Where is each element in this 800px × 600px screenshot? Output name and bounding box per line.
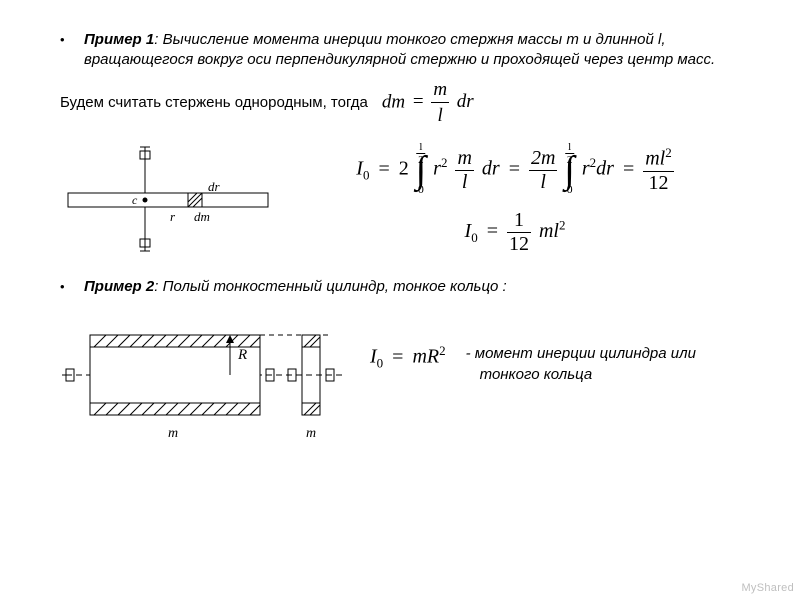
rod-c-label: c [132, 193, 138, 207]
eqm-2a: 2 [399, 158, 409, 180]
eqm-eq3: = [623, 158, 634, 180]
eq-final: I0 = 1 12 ml2 [465, 209, 566, 256]
example1-row: c dr r dm I0 = 2 l2 [60, 139, 750, 263]
eq2-sup: 2 [439, 343, 446, 358]
eqf-sup: 2 [559, 218, 566, 233]
dm-frac: m l [431, 77, 449, 129]
eqm-lo1: 0 [418, 182, 424, 197]
eqm-res-num: ml [645, 148, 665, 170]
eqm-0: 0 [363, 168, 370, 183]
dm-right: dr [457, 91, 474, 112]
example1-heading: Пример 1: Вычисление момента инерции тон… [84, 30, 750, 71]
eqm-eq1: = [378, 158, 389, 180]
bullet-dot-2: • [60, 277, 84, 297]
eq2: I0 = mR2 [370, 343, 446, 372]
dm-den: l [431, 102, 449, 129]
cylinder-diagram: R m m [60, 315, 350, 449]
dm-left: dm [382, 91, 405, 112]
eqm-mnum: m [455, 147, 473, 170]
example2-prefix: Пример 2 [84, 278, 154, 295]
eqf-den: 12 [507, 232, 531, 256]
example1-line2: Будем считать стержень однородным, тогда [60, 93, 368, 113]
eq2-eq: = [392, 346, 403, 368]
eqm-res-sup: 2 [665, 145, 672, 160]
cyl-m-left: m [168, 426, 178, 441]
example2-bullet: • Пример 2: Полый тонкостенный цилиндр, … [60, 277, 750, 297]
rod-diagram: c dr r dm [60, 139, 280, 263]
rod-r-label: r [170, 209, 176, 224]
eqm-up-den2: 2 [565, 153, 575, 166]
eqm-result: ml2 12 [643, 145, 674, 195]
eqm-ld2: l [529, 170, 557, 194]
example1-prefix: Пример 1 [84, 31, 154, 48]
watermark: MyShared [741, 582, 794, 594]
rod-dr [188, 193, 202, 207]
eqm-I: I [356, 158, 363, 180]
example1-assumption: Будем считать стержень однородным, тогда… [60, 77, 750, 129]
rod-svg: c dr r dm [60, 139, 280, 259]
eqm-r2: r [582, 158, 590, 180]
eqm-2m: 2m [531, 147, 555, 169]
example2-note: - момент инерции цилиндра или тонкого ко… [466, 343, 696, 385]
eqm-lden: l [455, 170, 473, 194]
rod-dr-label: dr [208, 179, 221, 194]
example2-rest: : Полый тонкостенный цилиндр, тонкое кол… [154, 278, 506, 295]
bullet-dot: • [60, 30, 84, 71]
eqm-ml1: m l [455, 147, 473, 194]
cyl-m-right: m [306, 426, 316, 441]
eq2-0: 0 [377, 356, 384, 371]
example2-row: R m m [60, 315, 750, 449]
eqf-0: 0 [471, 230, 478, 245]
eq2-I: I [370, 346, 377, 368]
eqm-r1s: 2 [441, 155, 448, 170]
eqm-int2: l2 ∫ 0 [564, 151, 574, 189]
dm-eq: = [413, 91, 424, 112]
example2-heading: Пример 2: Полый тонкостенный цилиндр, то… [84, 277, 750, 297]
example1-bullet: • Пример 1: Вычисление момента инерции т… [60, 30, 750, 71]
dm-num: m [431, 77, 449, 103]
eqm-res-den: 12 [643, 171, 674, 195]
dm-equation: dm = m l dr [382, 77, 474, 129]
eqm-dr2: dr [596, 158, 614, 180]
cyl-R-label: R [237, 347, 247, 363]
note-line2: тонкого кольца [480, 364, 696, 385]
note-line1: - момент инерции цилиндра или [466, 343, 696, 364]
eqm-dr1: dr [482, 158, 500, 180]
cylinder-svg: R m m [60, 315, 350, 445]
example1-rest: : Вычисление момента инерции тонкого сте… [84, 31, 715, 68]
eqm-lo2: 0 [567, 182, 573, 197]
eq-main: I0 = 2 l2 ∫ 0 r2 m l dr = 2m l [356, 145, 673, 195]
eqm-2ml: 2m l [529, 147, 557, 194]
eqf-eq: = [487, 220, 498, 242]
eqf-frac: 1 12 [507, 209, 531, 256]
example2-math: I0 = mR2 - момент инерции цилиндра или т… [350, 315, 750, 385]
eqm-r1: r [433, 158, 441, 180]
eqm-int1: l2 ∫ 0 [416, 151, 426, 189]
eqf-ml: ml [539, 220, 559, 242]
example1-math: I0 = 2 l2 ∫ 0 r2 m l dr = 2m l [280, 145, 750, 256]
eqm-up-num2: l [565, 141, 575, 153]
eq2-mR: mR [412, 346, 439, 368]
eqm-up-den1: 2 [416, 153, 426, 166]
eqm-up-num1: l [416, 141, 426, 153]
rod-dm-label: dm [194, 209, 210, 224]
eqm-eq2: = [509, 158, 520, 180]
eqf-num: 1 [507, 209, 531, 232]
